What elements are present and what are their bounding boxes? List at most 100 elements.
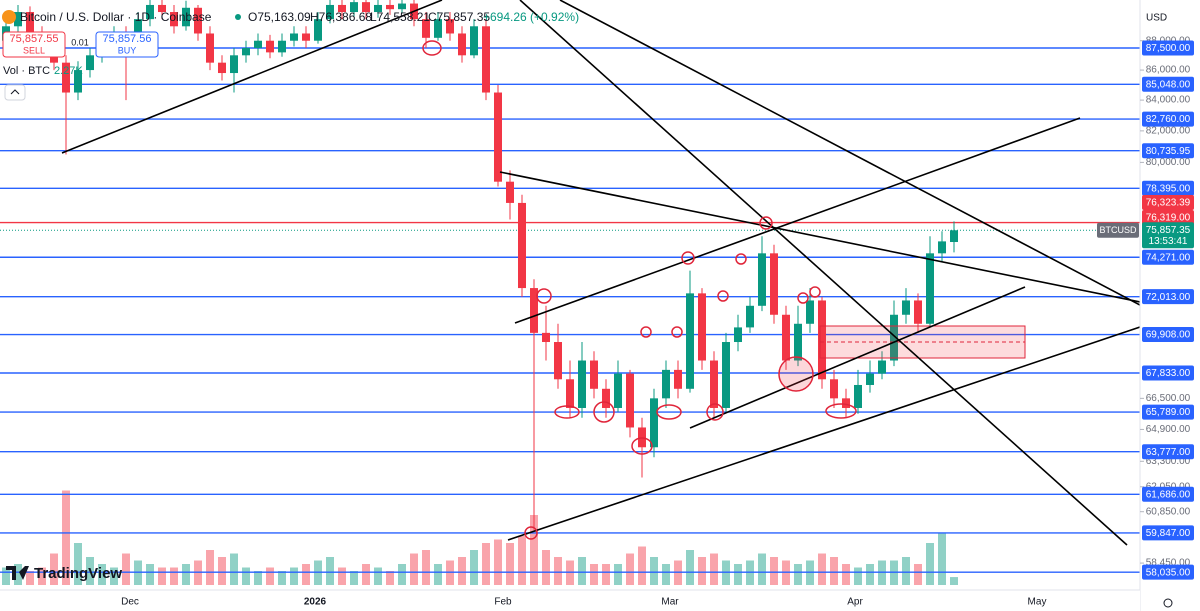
volume-bar (422, 550, 430, 585)
candle-body (842, 398, 850, 408)
trendline (559, 0, 1140, 306)
volume-bar (398, 564, 406, 585)
volume-bar (830, 557, 838, 585)
marker (717, 290, 729, 302)
volume-bar (950, 577, 958, 585)
volume-bar (494, 539, 502, 585)
volume-bar (182, 564, 190, 585)
level-tag: 67,833.00 (1146, 368, 1191, 379)
candle-body (578, 360, 586, 408)
level-tag-bg (1142, 180, 1194, 196)
candle-body (26, 12, 34, 34)
logo-text: TradingView (34, 565, 122, 582)
volume-bar (266, 567, 274, 585)
volume-bar (86, 557, 94, 585)
volume-bar (734, 564, 742, 585)
x-tick-label: Apr (847, 597, 863, 608)
candle-body (374, 4, 382, 13)
x-tick-label: May (1028, 597, 1047, 608)
marker (536, 288, 552, 304)
sell-box[interactable] (2, 31, 66, 58)
trendline (61, 0, 443, 154)
settings-icon[interactable] (1163, 598, 1173, 608)
candle-body (674, 369, 682, 389)
coin-icon (2, 10, 16, 24)
alert-tag-bg (1142, 195, 1194, 211)
buy-button[interactable]: 75,857.56 BUY (95, 31, 159, 58)
volume-bar (578, 557, 586, 585)
buy-box[interactable] (95, 31, 159, 58)
volume-bar (362, 564, 370, 585)
logo: TradingView (6, 565, 122, 582)
level-tag: 59,847.00 (1146, 528, 1191, 539)
volume-bar (434, 564, 442, 585)
candle-body (62, 62, 70, 93)
ohlc-open: O75,163.09 (248, 10, 311, 24)
buy-label[interactable]: BUY (118, 45, 137, 55)
volume-bar (902, 557, 910, 585)
collapse-icon[interactable] (10, 89, 20, 95)
sell-button[interactable]: 75,857.55 SELL (2, 31, 66, 58)
volume-bar (482, 543, 490, 585)
marker (778, 356, 814, 392)
candle-body (722, 342, 730, 408)
candle-body (782, 314, 790, 361)
candle-body (530, 288, 538, 333)
candle-body (494, 92, 502, 182)
marker (825, 403, 857, 419)
volume-bar (374, 567, 382, 585)
volume-bar (914, 564, 922, 585)
y-tick-label: 58,450.00 (1146, 558, 1191, 569)
candle-body (566, 379, 574, 408)
marker (524, 526, 538, 540)
sell-label[interactable]: SELL (23, 45, 45, 55)
level-tag-bg (1142, 40, 1194, 56)
quantity[interactable]: 0.01 (71, 37, 89, 47)
marker (759, 216, 773, 230)
sell-price[interactable]: 75,857.55 (10, 33, 59, 45)
volume-bar (26, 571, 34, 585)
trendline (499, 171, 1140, 303)
candle-body (806, 300, 814, 324)
level-tag-bg (1142, 486, 1194, 502)
zone (819, 325, 1026, 359)
candle-body (902, 300, 910, 315)
volume-bar (698, 557, 706, 585)
volume-bar (290, 567, 298, 585)
level-tag: 74,271.00 (1146, 252, 1191, 263)
volume-bar (158, 567, 166, 585)
volume-bar (110, 567, 118, 585)
candle-body (434, 19, 442, 38)
level-tag: 63,777.00 (1146, 447, 1191, 458)
candle-body (446, 19, 454, 34)
candle-body (14, 12, 22, 27)
level-tag-bg (1142, 444, 1194, 460)
ohlc-low: L74,558.21 (370, 10, 430, 24)
y-tick-label: 82,000.00 (1146, 126, 1191, 137)
volume-bar (542, 550, 550, 585)
candle-body (386, 4, 394, 10)
volume-bar (650, 557, 658, 585)
volume-bar (554, 557, 562, 585)
volume-bar (230, 553, 238, 585)
level-tag-bg (1142, 111, 1194, 127)
volume-bar (410, 553, 418, 585)
candle-body (422, 19, 430, 38)
volume-bar (518, 536, 526, 585)
volume-legend: Vol · BTC (3, 65, 50, 77)
volume-bar (62, 490, 70, 585)
candle-body (938, 241, 946, 254)
buy-price[interactable]: 75,857.56 (103, 33, 152, 45)
volume-bar (590, 564, 598, 585)
volume-bar (38, 567, 46, 585)
level-tag: 65,789.00 (1146, 407, 1191, 418)
x-tick-label: Feb (494, 597, 512, 608)
trendline (507, 326, 1140, 541)
collapse-button[interactable] (4, 84, 26, 101)
volume-bar (254, 571, 262, 585)
y-tick-label: 63,300.00 (1146, 456, 1191, 467)
last-price: 75,857.35 (1146, 225, 1191, 236)
volume-bar (98, 564, 106, 585)
volume-bar (758, 553, 766, 585)
volume-bar (938, 532, 946, 585)
